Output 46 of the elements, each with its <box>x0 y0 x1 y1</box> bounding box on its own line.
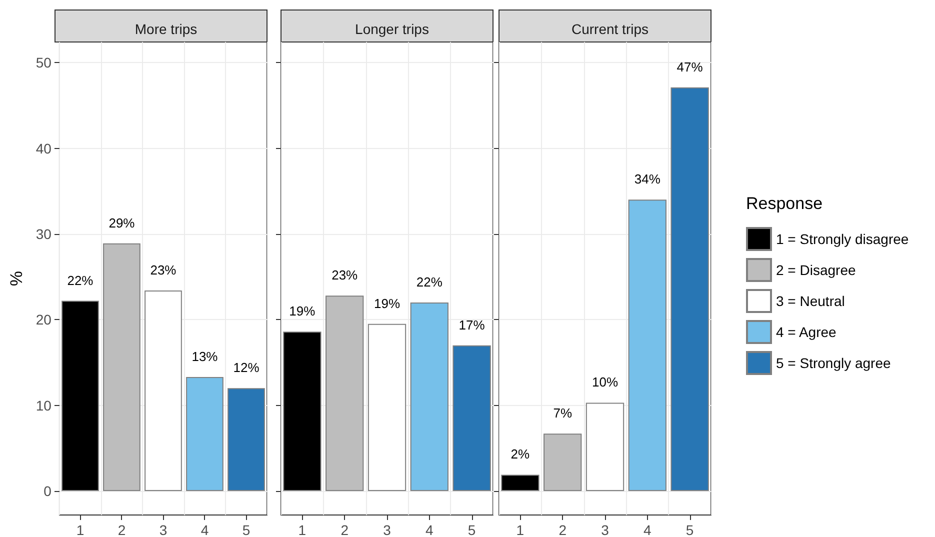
data-label: 22% <box>67 272 94 288</box>
x-tick-label: 5 <box>468 522 476 537</box>
legend-label: 5 = Strongly agree <box>776 355 892 371</box>
x-tick-label: 5 <box>242 522 250 537</box>
data-label: 22% <box>416 274 443 290</box>
chart-title: Longer trips <box>355 21 429 37</box>
legend-title: Response <box>746 194 823 213</box>
y-tick-label: 30 <box>36 226 52 242</box>
data-label: 2% <box>510 446 530 462</box>
x-tick-label: 2 <box>118 522 126 537</box>
y-tick-label: 20 <box>36 312 52 328</box>
x-tick-label: 4 <box>426 522 434 537</box>
x-tick-label: 4 <box>200 522 209 537</box>
data-label: 29% <box>108 215 136 230</box>
data-label: 10% <box>592 374 618 390</box>
data-label: 19% <box>374 296 400 311</box>
x-tick-label: 1 <box>298 522 306 537</box>
x-tick-label: 5 <box>686 522 694 537</box>
data-label: 7% <box>553 406 572 421</box>
x-tick-label: 1 <box>516 522 524 537</box>
y-tick-label: 10 <box>36 397 52 414</box>
y-axis-title: % <box>7 270 26 286</box>
y-tick-label: 50 <box>36 54 52 71</box>
x-tick-label: 3 <box>159 522 168 537</box>
legend-label: 1 = Strongly disagree <box>776 231 909 247</box>
legend-label: 2 = Disagree <box>776 262 856 278</box>
data-label: 23% <box>150 262 177 278</box>
data-label: 17% <box>458 317 486 332</box>
y-tick-label: 0 <box>44 483 52 500</box>
data-label: 19% <box>289 304 316 319</box>
x-tick-label: 4 <box>644 522 652 537</box>
data-label: 23% <box>332 268 358 283</box>
x-tick-label: 1 <box>76 522 84 537</box>
legend-label: 4 = Agree <box>776 324 837 340</box>
x-tick-label: 3 <box>601 522 610 537</box>
data-label: 47% <box>676 59 704 74</box>
chart-title: More trips <box>134 21 198 37</box>
x-tick-label: 2 <box>558 522 567 537</box>
y-tick-label: 40 <box>36 140 52 156</box>
legend-label: 3 = Neutral <box>776 293 845 309</box>
data-label: 34% <box>634 172 661 187</box>
x-tick-label: 2 <box>340 522 349 537</box>
data-label: 12% <box>233 360 260 376</box>
x-tick-label: 3 <box>383 522 392 537</box>
data-label: 13% <box>192 349 218 364</box>
chart-title: Current trips <box>571 21 649 37</box>
